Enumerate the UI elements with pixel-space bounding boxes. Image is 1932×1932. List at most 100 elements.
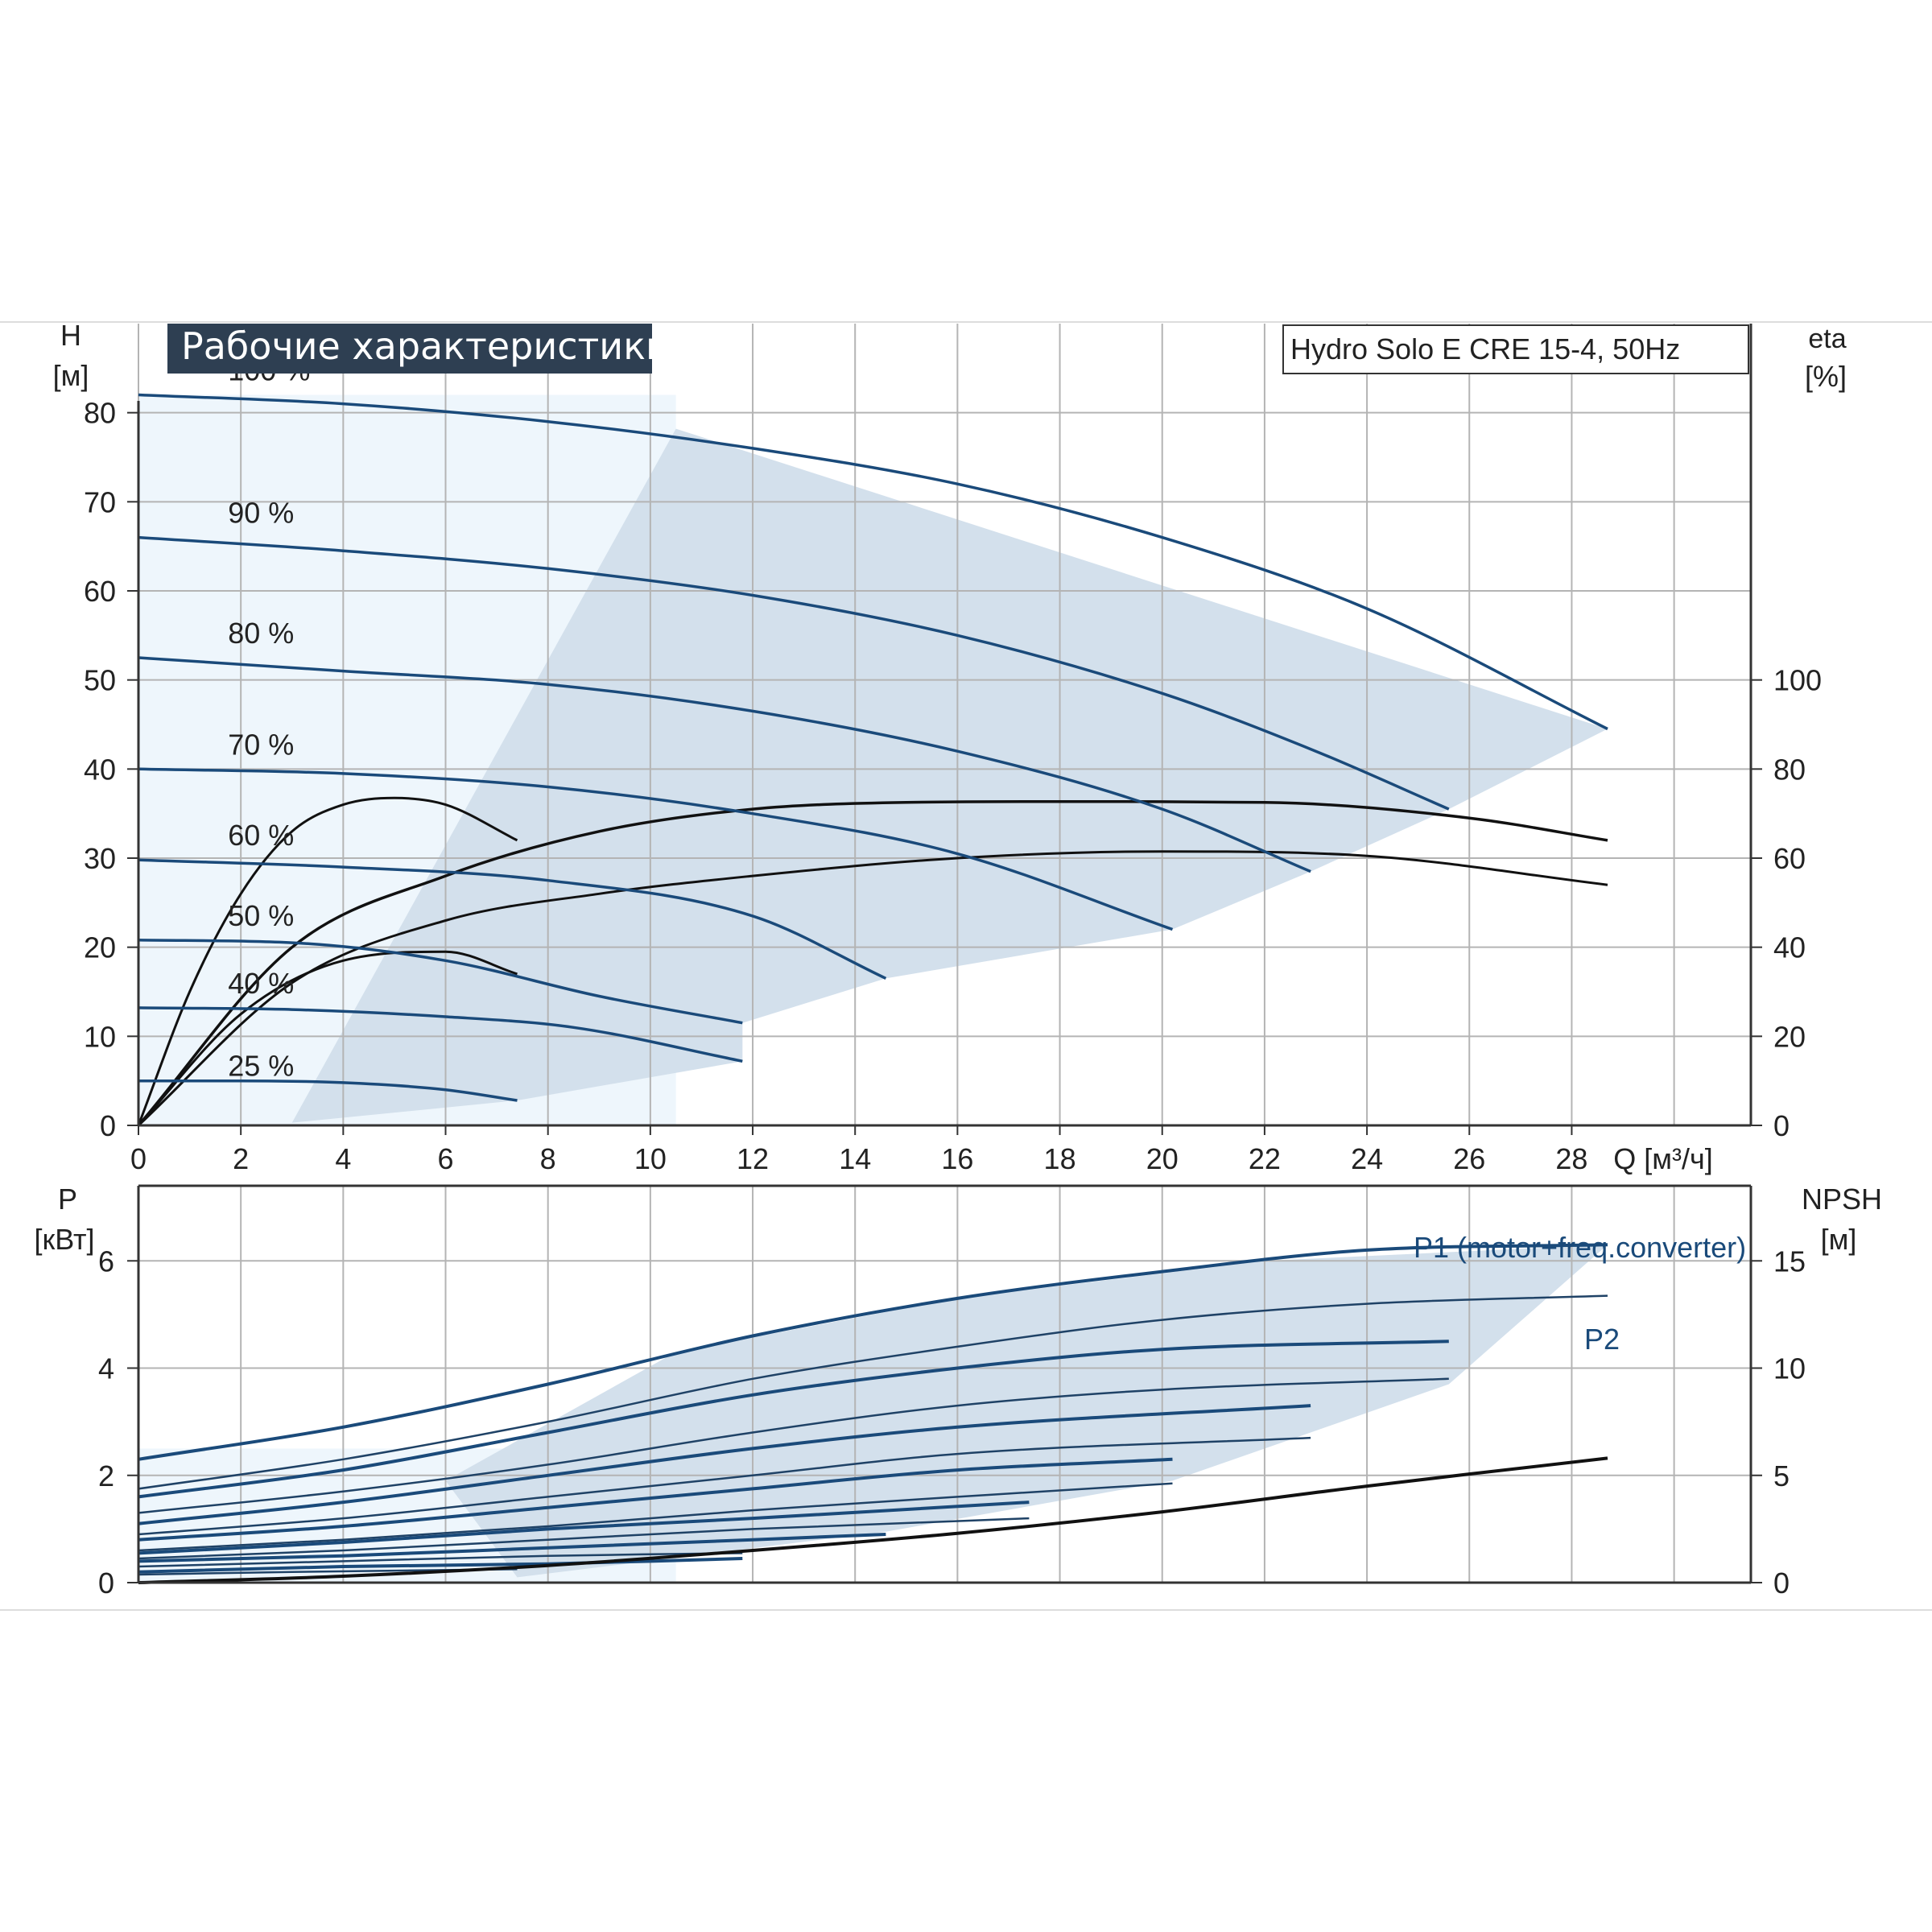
x-axis-label: Q [м³/ч]	[1613, 1142, 1713, 1175]
power-curve-8	[138, 1482, 1173, 1552]
power-area	[445, 1245, 1608, 1578]
eta-curve-1	[137, 796, 518, 1126]
head-grid	[138, 324, 1751, 1126]
x-tick-label-4: 4	[335, 1142, 351, 1175]
p-axis-unit: [кВт]	[34, 1223, 94, 1256]
p2-curve	[138, 1294, 1608, 1490]
eta-curve-4	[137, 850, 1608, 1127]
y-tick-label-0: 0	[100, 1109, 116, 1142]
x-tick-label-18: 18	[1044, 1142, 1076, 1175]
speed-label-40: 40 %	[228, 967, 294, 1000]
npsh-curve-line	[138, 1456, 1608, 1584]
p1-label: P1 (motor+freq.converter)	[1414, 1231, 1746, 1264]
eta-curve-3	[137, 950, 518, 1127]
power-curve-12	[138, 1552, 743, 1568]
power-axes: 0 2 4 6 0 5 10 15	[98, 1184, 1806, 1600]
head-curve-25	[138, 1079, 518, 1102]
p1-curve	[138, 1243, 1608, 1461]
chart-title: Рабочие характеристики	[181, 324, 670, 368]
npsh-tick-label-10: 10	[1773, 1352, 1806, 1385]
power-curve-5	[138, 1404, 1311, 1525]
x-tick-label-0: 0	[130, 1142, 147, 1175]
power-npsh-panel: 0 2 4 6 0 5 10 15 P [кВт] NPSH [м] P1 (motor+fr…	[34, 1183, 1882, 1600]
npsh-tick-label-15: 15	[1773, 1245, 1806, 1278]
power-curve-11	[138, 1533, 886, 1563]
y-tick-label-80: 80	[84, 397, 116, 430]
y2-tick-label-0: 0	[1773, 1109, 1790, 1142]
npsh-curve	[138, 1456, 1608, 1584]
x-tick-label-22: 22	[1249, 1142, 1281, 1175]
y2-tick-label-60: 60	[1773, 842, 1806, 875]
head-curve-90	[138, 535, 1450, 811]
speed-label-90: 90 %	[228, 497, 294, 530]
eta-curve-2	[137, 799, 1608, 1127]
npsh-tick-label-0: 0	[1773, 1567, 1790, 1600]
speed-label-70: 70 %	[228, 728, 294, 761]
x-tick-label-6: 6	[438, 1142, 454, 1175]
speed-label-50: 50 %	[228, 899, 294, 932]
x-tick-label-28: 28	[1555, 1142, 1587, 1175]
power-curve-6	[138, 1436, 1311, 1536]
y-tick-label-40: 40	[84, 753, 116, 786]
power-curve-9	[138, 1501, 1030, 1555]
y-tick-label-70: 70	[84, 485, 116, 518]
operating-area	[291, 428, 1608, 1123]
y-tick-label-20: 20	[84, 931, 116, 964]
model-box	[1282, 324, 1749, 374]
y2-axis-label: eta	[1808, 324, 1846, 354]
y-tick-label-10: 10	[84, 1020, 116, 1053]
power-curve-13	[138, 1557, 743, 1574]
speed-label-80: 80 %	[228, 617, 294, 650]
y-tick-label-50: 50	[84, 664, 116, 697]
x-tick-label-8: 8	[540, 1142, 556, 1175]
power-curve-3	[138, 1340, 1449, 1499]
power-curves	[138, 1243, 1608, 1576]
head-curve-80	[138, 656, 1311, 873]
p-tick-label-6: 6	[98, 1245, 114, 1278]
y2-tick-label-40: 40	[1773, 931, 1806, 964]
power-curve-10	[138, 1517, 1030, 1560]
x-tick-label-24: 24	[1351, 1142, 1383, 1175]
speed-label-25: 25 %	[228, 1050, 294, 1083]
head-curve-70	[138, 767, 1174, 931]
y-tick-label-30: 30	[84, 842, 116, 875]
y-axis-label: H	[60, 319, 81, 352]
speed-label-60: 60 %	[228, 819, 294, 852]
head-efficiency-panel: 0 2 4 6 8 10 12 14 16 18 20 22 24 26 28010203040506070…	[53, 319, 1847, 1175]
x-tick-label-2: 2	[233, 1142, 249, 1175]
x-tick-label-14: 14	[839, 1142, 871, 1175]
x-tick-label-20: 20	[1146, 1142, 1179, 1175]
p-tick-label-2: 2	[98, 1459, 114, 1492]
npsh-tick-label-5: 5	[1773, 1459, 1790, 1492]
head-axes: 0 2 4 6 8 10 12 14 16 18 20 22 24 26 28010203040506070…	[84, 324, 1822, 1175]
x-tick-label-26: 26	[1453, 1142, 1485, 1175]
power-curve-7	[138, 1457, 1173, 1542]
y2-tick-label-80: 80	[1773, 753, 1806, 786]
y-axis-unit: [м]	[53, 359, 89, 392]
p-tick-label-4: 4	[98, 1352, 114, 1385]
power-curve-4	[138, 1377, 1449, 1514]
p-tick-label-0: 0	[98, 1567, 114, 1600]
speed-labels: 100 %90 %80 %70 %60 %50 %40 %25 %	[228, 354, 310, 1083]
y2-tick-label-20: 20	[1773, 1020, 1806, 1053]
efficiency-curves	[137, 796, 1608, 1127]
model-name: Hydro Solo E CRE 15-4, 50Hz	[1290, 332, 1680, 365]
y2-axis-unit: [%]	[1805, 360, 1847, 393]
head-curve-50	[138, 939, 743, 1025]
head-curve-60	[138, 858, 887, 980]
p-axis-label: P	[58, 1183, 77, 1216]
head-panel-background	[138, 394, 1608, 1125]
y-tick-label-60: 60	[84, 575, 116, 608]
title-box	[167, 324, 652, 374]
x-tick-label-10: 10	[634, 1142, 667, 1175]
npsh-axis-label: NPSH	[1802, 1183, 1882, 1216]
head-curve-100	[138, 393, 1608, 731]
p2-label: P2	[1584, 1323, 1620, 1356]
x-tick-label-16: 16	[941, 1142, 973, 1175]
head-curve-40	[138, 1006, 743, 1063]
npsh-axis-unit: [м]	[1821, 1223, 1857, 1256]
head-curves	[138, 393, 1608, 1102]
x-tick-label-12: 12	[737, 1142, 769, 1175]
y2-tick-label-100: 100	[1773, 664, 1822, 697]
